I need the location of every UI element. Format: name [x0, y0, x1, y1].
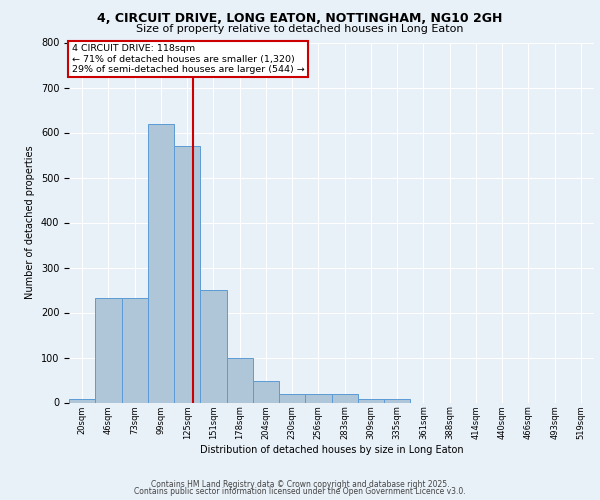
Bar [331, 394, 358, 402]
Text: 4 CIRCUIT DRIVE: 118sqm
← 71% of detached houses are smaller (1,320)
29% of semi: 4 CIRCUIT DRIVE: 118sqm ← 71% of detache… [71, 44, 304, 74]
Bar [384, 399, 410, 402]
Bar [95, 298, 121, 403]
X-axis label: Distribution of detached houses by size in Long Eaton: Distribution of detached houses by size … [200, 445, 463, 455]
Bar [148, 124, 174, 402]
Text: Contains HM Land Registry data © Crown copyright and database right 2025.: Contains HM Land Registry data © Crown c… [151, 480, 449, 489]
Bar [174, 146, 200, 403]
Bar [200, 290, 227, 403]
Bar [358, 399, 384, 402]
Bar [121, 298, 148, 403]
Text: 4, CIRCUIT DRIVE, LONG EATON, NOTTINGHAM, NG10 2GH: 4, CIRCUIT DRIVE, LONG EATON, NOTTINGHAM… [97, 12, 503, 26]
Bar [253, 381, 279, 402]
Bar [227, 358, 253, 403]
Bar [305, 394, 331, 402]
Text: Size of property relative to detached houses in Long Eaton: Size of property relative to detached ho… [136, 24, 464, 34]
Text: Contains public sector information licensed under the Open Government Licence v3: Contains public sector information licen… [134, 487, 466, 496]
Bar [69, 399, 95, 402]
Y-axis label: Number of detached properties: Number of detached properties [25, 146, 35, 300]
Bar [279, 394, 305, 402]
